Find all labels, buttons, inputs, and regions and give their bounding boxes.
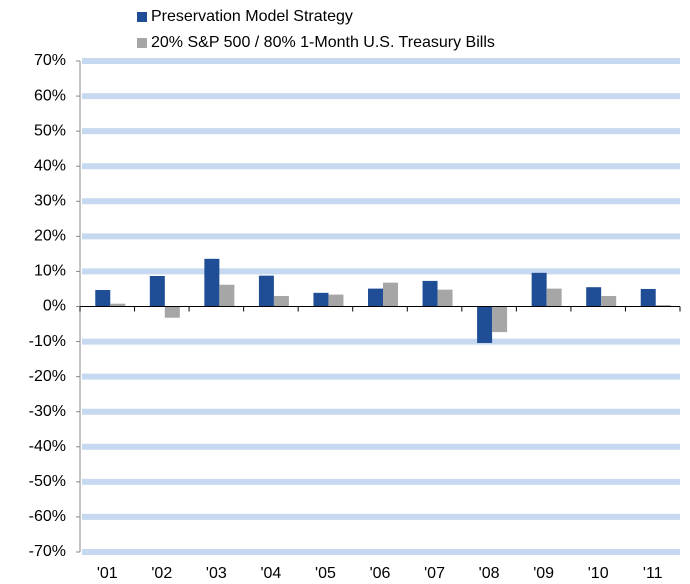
legend-swatch [137,12,147,22]
x-tick-label: '07 [424,565,445,582]
bar [655,305,671,307]
bar [219,284,235,307]
x-tick-label: '03 [206,565,227,582]
y-tick-label: -60% [29,508,66,525]
y-tick-label: 30% [34,193,66,210]
y-tick-label: -40% [29,438,66,455]
y-tick-label: -50% [29,473,66,490]
bar [640,288,656,307]
x-tick-label: '04 [260,565,281,582]
x-tick-label: '10 [588,565,609,582]
x-tick-label: '01 [97,565,118,582]
bar [164,306,180,318]
legend-swatch [137,38,147,48]
bar [368,288,383,307]
legend-label: 20% S&P 500 / 80% 1-Month U.S. Treasury … [151,34,495,51]
bar [437,289,453,307]
y-tick-label: 40% [34,157,66,174]
x-tick-label: '09 [533,565,554,582]
y-tick-label: 0% [43,298,66,315]
bar [383,282,398,307]
y-tick-label: -30% [29,403,66,420]
bar [149,275,165,307]
y-tick-label: 20% [34,228,66,245]
bar [477,306,493,343]
y-tick-label: 60% [34,87,66,104]
y-tick-label: -20% [29,368,66,385]
bar [422,280,438,307]
y-tick-label: -70% [29,543,66,560]
y-tick-label: -10% [29,333,66,350]
bar [492,306,508,333]
bar [601,295,617,307]
bar [546,288,562,307]
y-tick-label: 70% [34,52,66,69]
bar [273,295,289,307]
x-tick-label: '02 [151,565,172,582]
bar [313,292,329,307]
x-tick-label: '11 [643,565,663,582]
bar [258,275,274,307]
bar [328,294,344,307]
x-tick-label: '08 [479,565,500,582]
x-tick-label: '05 [315,565,336,582]
bar [586,287,602,307]
x-tick-label: '06 [370,565,391,582]
bar [95,290,111,307]
y-tick-label: 50% [34,122,66,139]
y-tick-label: 10% [34,263,66,280]
bar [110,303,126,307]
bar [204,258,220,307]
legend-label: Preservation Model Strategy [151,8,353,25]
bar [531,272,547,307]
